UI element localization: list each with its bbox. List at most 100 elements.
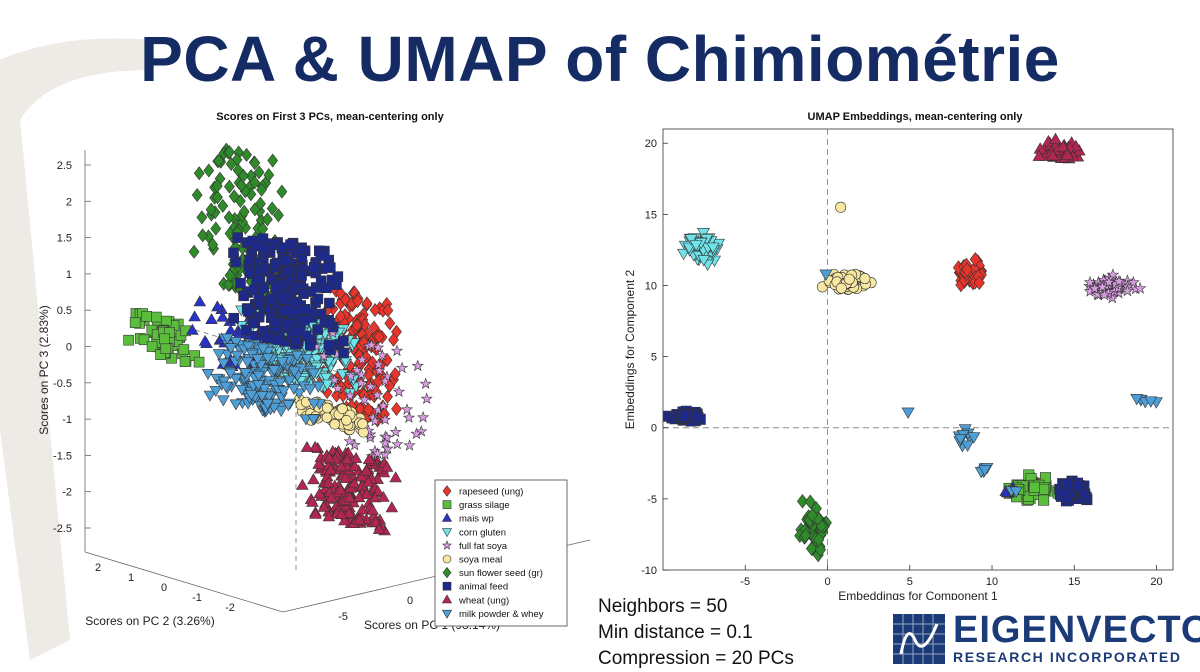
- legend-marker-soya-meal: [442, 554, 452, 564]
- pca-point: [270, 281, 282, 293]
- umap-point: [961, 262, 973, 277]
- pca-point: [279, 255, 291, 266]
- umap-point: [1133, 281, 1147, 294]
- pca-point: [285, 239, 296, 250]
- pca-point: [312, 457, 325, 469]
- umap-point: [967, 432, 981, 444]
- pca-point: [267, 365, 281, 377]
- pca-point: [160, 315, 172, 327]
- pca-point: [326, 274, 338, 286]
- pca-point: [395, 361, 409, 374]
- pca-point: [179, 356, 191, 367]
- pca-point: [242, 341, 255, 353]
- pca-point: [365, 338, 378, 351]
- umap-point: [697, 255, 711, 267]
- umap-point: [1102, 275, 1116, 288]
- pca-point: [212, 190, 223, 205]
- pca-point: [360, 488, 373, 500]
- pca-point: [249, 155, 261, 170]
- pca-points: [123, 142, 433, 536]
- pca-point: [323, 339, 335, 351]
- pca-point: [249, 202, 261, 217]
- pca-point: [377, 399, 390, 411]
- x-tick-label: 5: [907, 576, 913, 588]
- pca-point: [417, 411, 430, 423]
- pca-point: [253, 240, 264, 252]
- umap-point: [953, 433, 967, 446]
- series-rapeseed-ung: [952, 252, 987, 293]
- pca-point: [255, 391, 269, 403]
- pca-point: [224, 268, 236, 283]
- x-tick-label: -5: [740, 576, 750, 588]
- pc3-ticks: 2.5 2 1.5 1 0.5 0 -0.5 -1 -1.5 -2 -2.5: [53, 160, 91, 535]
- pca-point: [276, 184, 288, 199]
- pca-point: [316, 250, 328, 261]
- umap-point: [804, 494, 816, 509]
- pca-point: [249, 284, 261, 296]
- series-animal-feed: [663, 405, 1093, 507]
- umap-point: [806, 508, 818, 523]
- umap-point: [961, 440, 975, 452]
- pca-point: [352, 491, 366, 503]
- pca-point: [382, 389, 393, 404]
- pca-point: [384, 316, 396, 331]
- pca-point: [241, 147, 252, 162]
- legend-marker-mais-wp: [441, 512, 453, 522]
- pca-point: [325, 491, 338, 503]
- pca-point: [355, 376, 368, 389]
- legend-label-grass-silage: grass silage: [459, 500, 510, 511]
- umap-point: [819, 269, 833, 281]
- pca-point: [381, 442, 394, 454]
- pca-point: [271, 334, 282, 345]
- pca-point: [282, 400, 295, 412]
- pca-point: [321, 402, 333, 414]
- umap-point: [678, 410, 690, 422]
- series-sun-flower-seed-gr: [794, 494, 832, 563]
- pca-point: [229, 399, 243, 411]
- pca-point: [256, 343, 270, 355]
- pca-point: [197, 228, 209, 243]
- pca-point: [380, 431, 393, 444]
- pca-point: [299, 314, 310, 326]
- pca-point: [336, 369, 349, 381]
- pc2-tick-label: 1: [128, 572, 134, 584]
- pca-point: [236, 178, 247, 193]
- legend-label-full-fat-soya: full fat soya: [459, 541, 508, 552]
- pca-point: [391, 402, 402, 416]
- pca-point: [376, 349, 389, 361]
- pca-point: [371, 341, 385, 353]
- legend-label-wheat-ung: wheat (ung): [458, 595, 509, 606]
- umap-x-ticks: -5 0 5 10 15 20: [740, 565, 1163, 588]
- pca-point: [247, 317, 259, 329]
- pc1-tick-label: 0: [407, 595, 413, 607]
- pca-point: [323, 451, 336, 463]
- pca-point: [372, 358, 385, 370]
- umap-point: [1060, 148, 1075, 160]
- pca-point: [389, 367, 401, 382]
- pca-point: [335, 508, 348, 520]
- pca-point: [216, 310, 229, 322]
- pca-point: [369, 414, 382, 427]
- pca-point: [261, 353, 275, 365]
- pca-point: [253, 165, 265, 180]
- pca-point: [256, 182, 267, 197]
- pca-point: [245, 390, 258, 402]
- pca-point: [217, 395, 230, 407]
- x-tick-label: 0: [824, 576, 830, 588]
- umap-point: [1046, 148, 1060, 161]
- x-tick-label: 20: [1150, 576, 1162, 588]
- umap-point: [682, 242, 696, 255]
- umap-points: [663, 132, 1163, 563]
- pca-point: [299, 304, 311, 315]
- pca-point: [281, 265, 293, 277]
- pc2-axis-line: [84, 551, 284, 613]
- pca-point: [366, 503, 379, 515]
- pca-point: [205, 202, 217, 217]
- pc2-tick-label: -2: [225, 602, 235, 614]
- pca-point: [281, 305, 293, 316]
- umap-point: [835, 201, 847, 213]
- pca-point: [193, 295, 207, 307]
- pca-point: [368, 491, 382, 503]
- pca-point: [353, 513, 366, 525]
